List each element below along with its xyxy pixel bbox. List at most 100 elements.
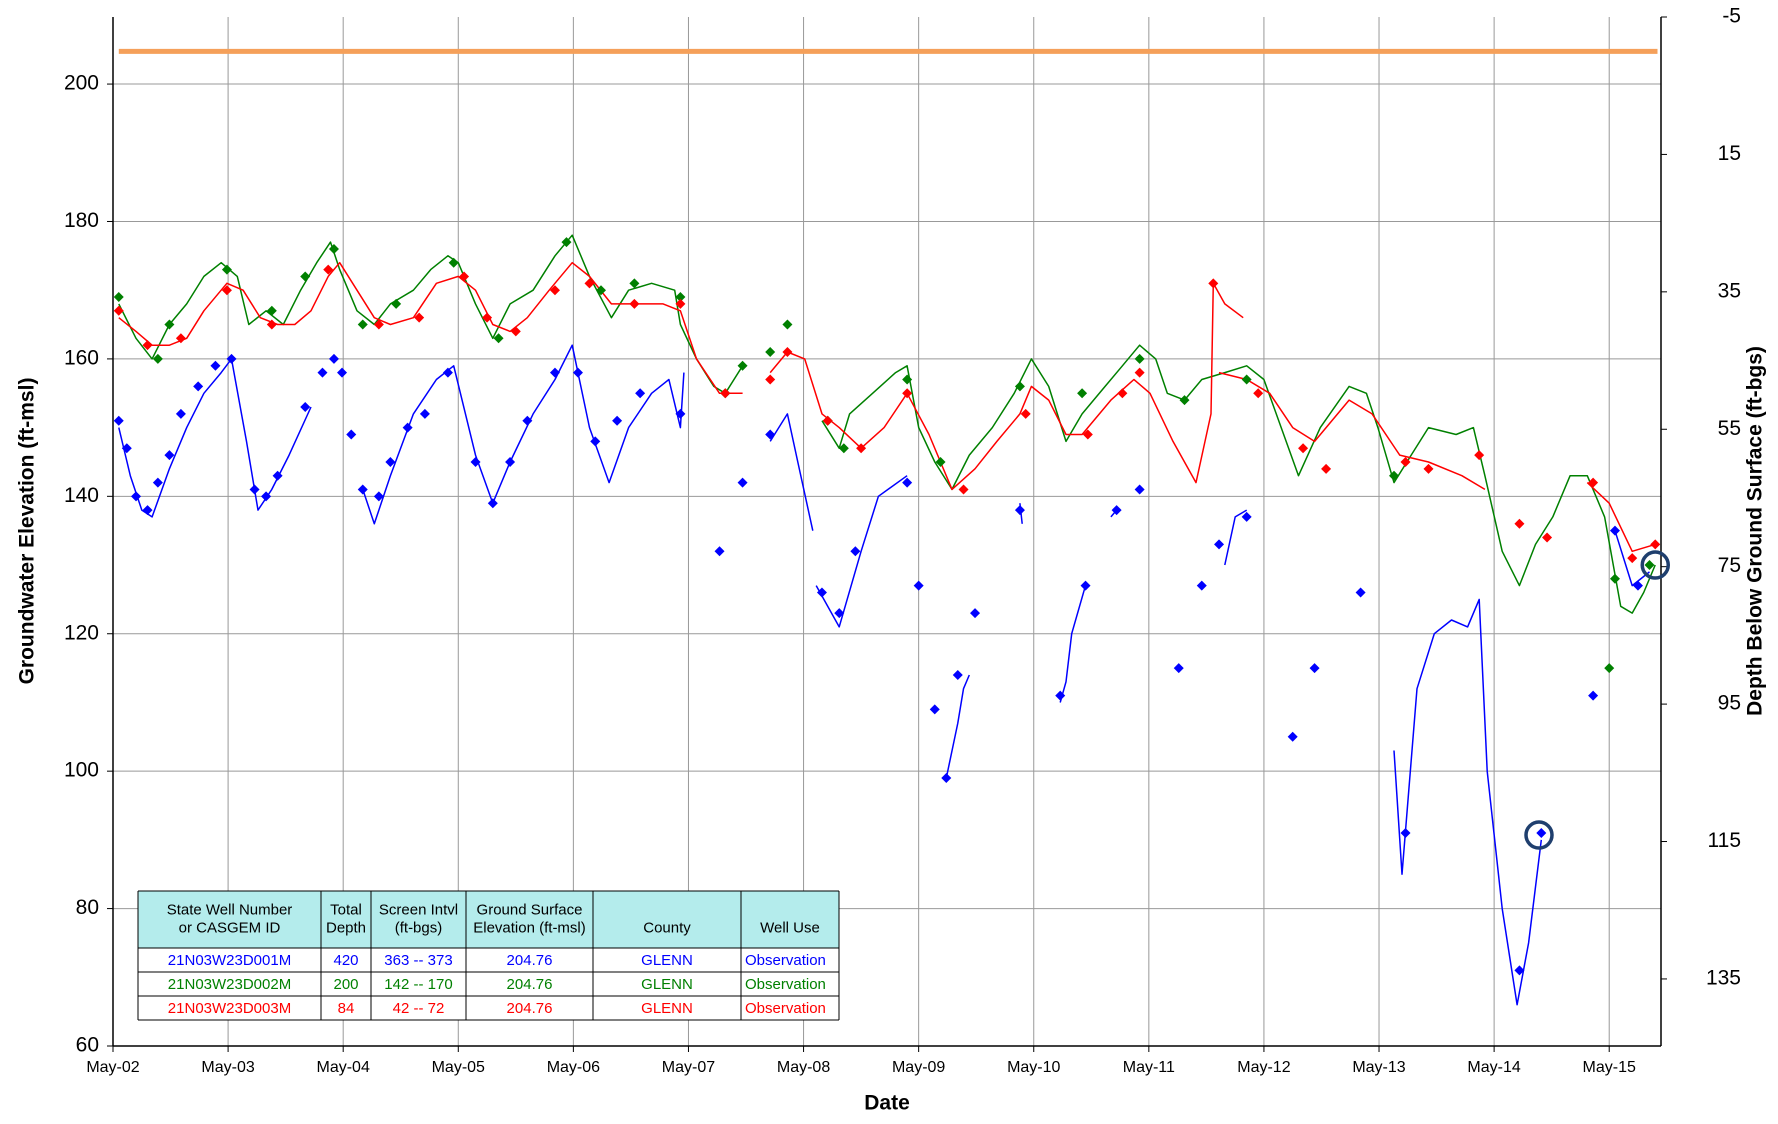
- marker: [1208, 278, 1219, 289]
- marker: [1321, 463, 1332, 474]
- marker: [337, 367, 348, 378]
- marker: [1082, 429, 1093, 440]
- table-header-cell: Depth: [326, 919, 366, 936]
- table-cell: Observation: [745, 976, 826, 993]
- marker: [164, 319, 175, 330]
- x-tick-label: May-10: [1007, 1059, 1060, 1076]
- marker: [346, 429, 357, 440]
- table-cell: 204.76: [507, 952, 553, 969]
- marker: [402, 422, 413, 433]
- table-header-cell: Total: [330, 901, 362, 918]
- marker: [459, 271, 470, 282]
- marker: [505, 456, 516, 467]
- marker: [935, 456, 946, 467]
- marker: [419, 408, 430, 419]
- marker: [838, 443, 849, 454]
- marker: [929, 704, 940, 715]
- marker: [584, 278, 595, 289]
- marker: [952, 669, 963, 680]
- marker: [1588, 690, 1599, 701]
- marker: [590, 436, 601, 447]
- marker: [720, 388, 731, 399]
- table-cell: 204.76: [507, 1000, 553, 1017]
- y2-tick-label: 95: [1718, 692, 1741, 715]
- y-tick-label: 120: [64, 621, 99, 644]
- marker: [1644, 560, 1655, 571]
- marker: [1604, 663, 1615, 674]
- marker: [300, 401, 311, 412]
- marker: [152, 353, 163, 364]
- y-tick-label: 140: [64, 484, 99, 507]
- table-cell: Observation: [745, 952, 826, 969]
- marker: [193, 381, 204, 392]
- marker: [635, 388, 646, 399]
- table-cell: 21N03W23D001M: [168, 952, 291, 969]
- y2-tick-label: 15: [1718, 142, 1741, 165]
- series-line: [118, 261, 1656, 553]
- y-tick-label: 160: [64, 346, 99, 369]
- marker: [1111, 505, 1122, 516]
- marker: [131, 491, 142, 502]
- marker: [357, 484, 368, 495]
- marker: [249, 484, 260, 495]
- marker: [272, 470, 283, 481]
- marker: [913, 580, 924, 591]
- marker: [448, 257, 459, 268]
- marker: [442, 367, 453, 378]
- x-tick-label: May-04: [317, 1059, 370, 1076]
- x-tick-label: May-15: [1583, 1059, 1636, 1076]
- table-cell: GLENN: [641, 1000, 693, 1017]
- x-tick-label: May-07: [662, 1059, 715, 1076]
- marker: [493, 333, 504, 344]
- marker: [487, 498, 498, 509]
- table-header-cell: or CASGEM ID: [179, 919, 281, 936]
- marker: [1514, 518, 1525, 529]
- table-header-cell: Elevation (ft-msl): [473, 919, 586, 936]
- table-cell: 42 -- 72: [393, 1000, 445, 1017]
- marker: [373, 491, 384, 502]
- marker: [765, 347, 776, 358]
- marker: [357, 319, 368, 330]
- marker: [737, 477, 748, 488]
- marker: [834, 608, 845, 619]
- marker: [266, 319, 277, 330]
- marker: [1134, 367, 1145, 378]
- series-line: [118, 344, 1650, 1006]
- table-header-cell: Screen Intvl: [379, 901, 458, 918]
- marker: [300, 271, 311, 282]
- marker: [816, 587, 827, 598]
- marker: [1650, 539, 1661, 550]
- x-tick-label: May-09: [892, 1059, 945, 1076]
- table-header-cell: (ft-bgs): [395, 919, 443, 936]
- marker: [856, 443, 867, 454]
- highlight-circle: [1640, 550, 1670, 580]
- marker: [765, 374, 776, 385]
- marker: [1241, 511, 1252, 522]
- x-tick-label: May-02: [86, 1059, 139, 1076]
- table-cell: GLENN: [641, 952, 693, 969]
- marker: [1514, 965, 1525, 976]
- marker: [1632, 580, 1643, 591]
- marker: [1080, 580, 1091, 591]
- x-tick-label: May-12: [1237, 1059, 1290, 1076]
- marker: [902, 388, 913, 399]
- marker: [470, 456, 481, 467]
- marker: [323, 264, 334, 275]
- y2-tick-label: 135: [1706, 966, 1741, 989]
- marker: [482, 312, 493, 323]
- marker: [175, 408, 186, 419]
- marker: [612, 415, 623, 426]
- marker: [1020, 408, 1031, 419]
- table-cell: 84: [338, 1000, 355, 1017]
- marker: [1423, 463, 1434, 474]
- marker: [561, 237, 572, 248]
- marker: [373, 319, 384, 330]
- marker: [737, 360, 748, 371]
- table-cell: 200: [333, 976, 358, 993]
- marker: [572, 367, 583, 378]
- marker: [595, 285, 606, 296]
- marker: [1179, 395, 1190, 406]
- marker: [1609, 573, 1620, 584]
- table-cell: 204.76: [507, 976, 553, 993]
- marker: [629, 278, 640, 289]
